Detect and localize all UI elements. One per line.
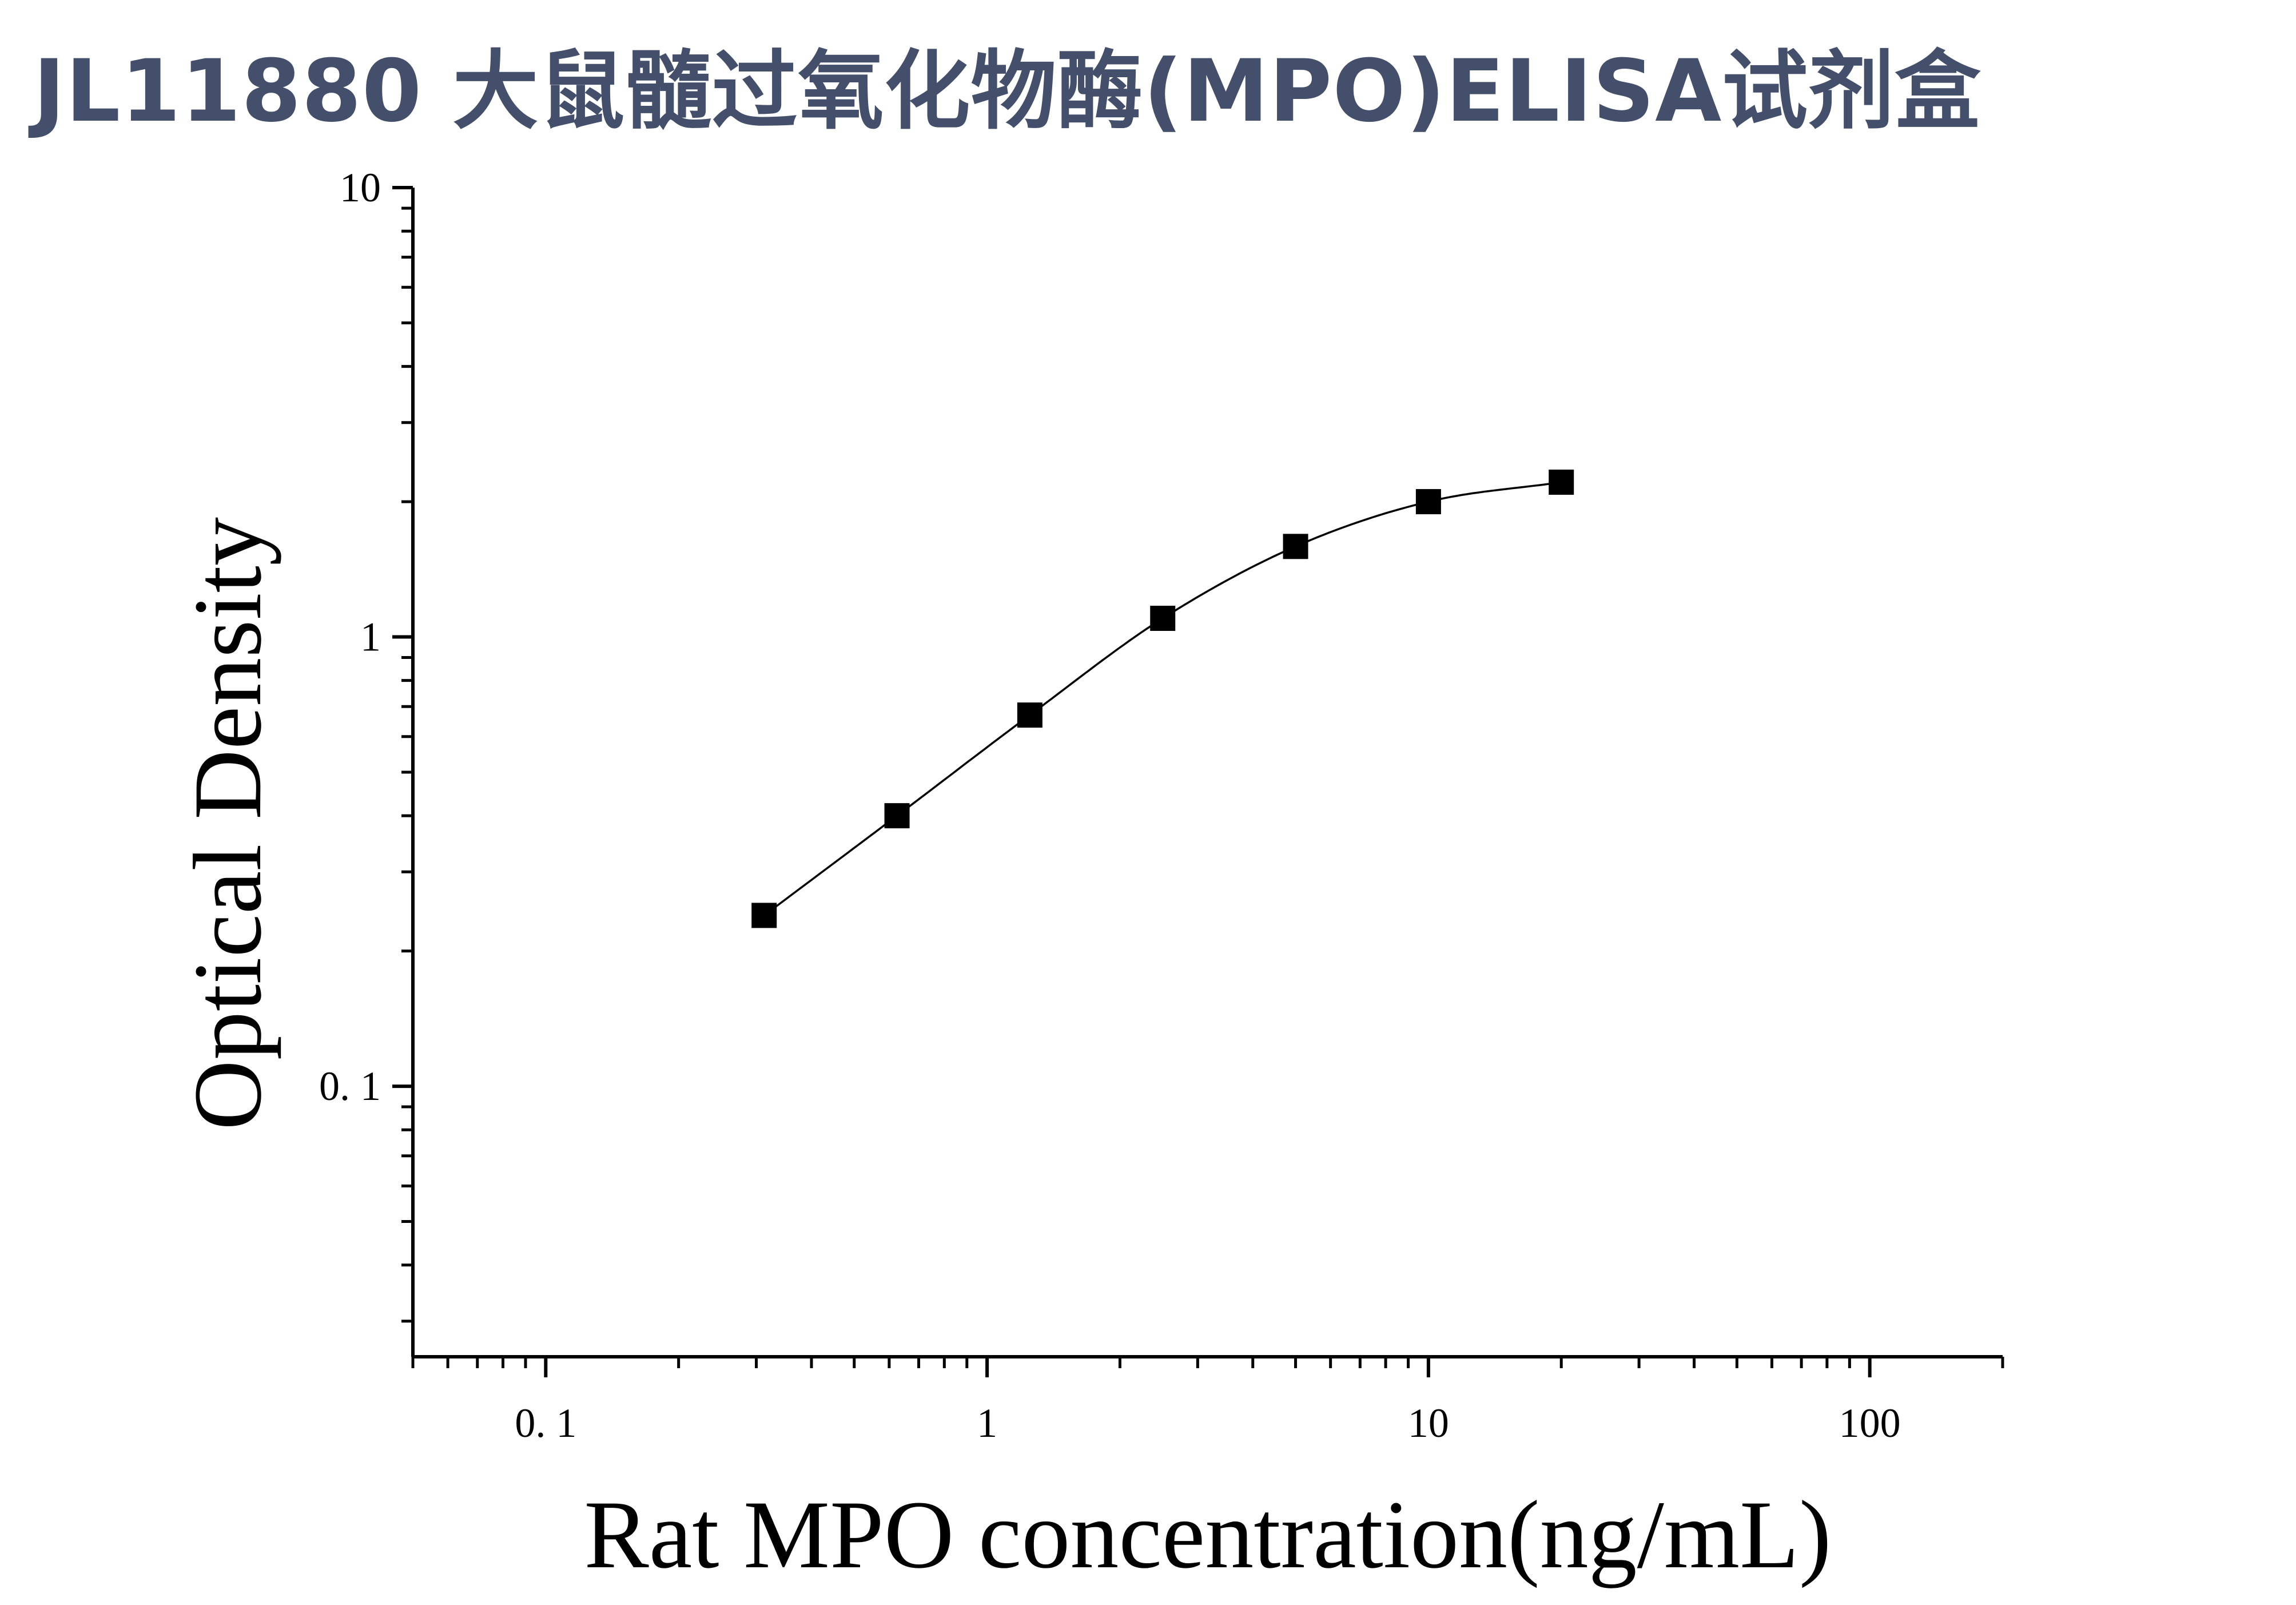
fit-curve (763, 481, 1562, 916)
y-axis-ticks: 0. 1 1 10 (319, 165, 413, 1323)
fit-curve-group (763, 481, 1562, 916)
y-tick-label: 0. 1 (319, 1063, 381, 1109)
y-axis-title: Optical Density (174, 517, 281, 1130)
chart-title: JL11880 大鼠髓过氧化物酶(MPO)ELISA试剂盒 (33, 42, 1981, 141)
y-tick-label: 1 (360, 614, 381, 660)
data-point (1017, 702, 1042, 728)
x-axis-title: Rat MPO concentration(ng/mL) (584, 1481, 1831, 1588)
x-tick-label: 0. 1 (515, 1400, 576, 1446)
data-point (1415, 489, 1441, 515)
y-tick-label: 10 (340, 165, 381, 210)
x-tick-label: 1 (977, 1400, 997, 1446)
x-axis-ticks: 0. 1 1 10 100 (411, 1357, 2004, 1446)
x-tick-label: 100 (1839, 1400, 1901, 1446)
data-point (1283, 534, 1308, 559)
x-tick-label: 10 (1408, 1400, 1449, 1446)
axes (411, 188, 2003, 1358)
data-point (1549, 470, 1574, 495)
data-point (1150, 606, 1176, 631)
data-point (751, 903, 777, 928)
data-point (884, 803, 910, 829)
data-points (751, 470, 1574, 928)
